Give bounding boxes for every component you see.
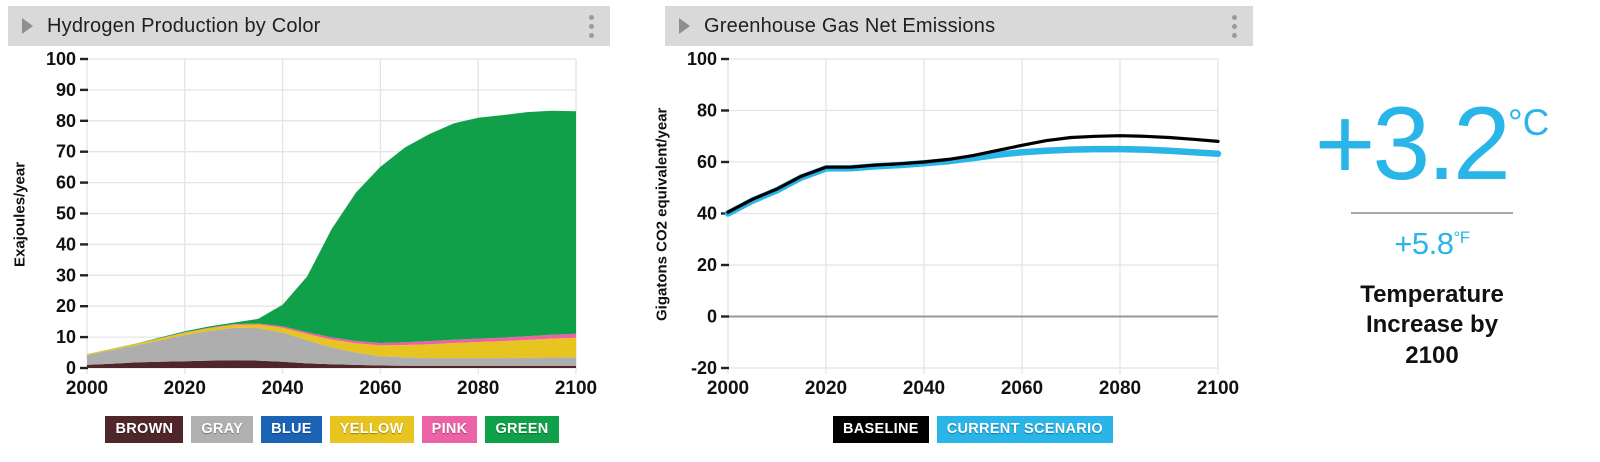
y-tick-label: 20 bbox=[56, 296, 76, 316]
legend-chip-blue: BLUE bbox=[261, 416, 322, 443]
legend-chip-yellow: YELLOW bbox=[329, 416, 414, 443]
temperature-celsius: +3.2°C bbox=[1282, 92, 1582, 196]
hydrogen-panel-header[interactable]: Hydrogen Production by Color bbox=[8, 6, 610, 46]
hydrogen-legend: BROWN GRAY BLUE YELLOW PINK GREEN bbox=[87, 416, 577, 443]
expand-arrow-icon[interactable] bbox=[22, 18, 33, 34]
y-tick-label: 0 bbox=[707, 307, 717, 327]
y-tick-label: 60 bbox=[56, 173, 76, 193]
y-tick-label: 90 bbox=[56, 80, 76, 100]
y-tick-label: 20 bbox=[697, 255, 717, 275]
emissions-legend: BASELINE CURRENT SCENARIO bbox=[728, 416, 1218, 443]
temperature-fahrenheit-value: +5.8 bbox=[1394, 225, 1454, 261]
legend-chip-brown: BROWN bbox=[105, 416, 184, 443]
x-tick-label: 2100 bbox=[555, 378, 597, 399]
line-current-scenario bbox=[724, 145, 1222, 217]
temperature-divider bbox=[1351, 211, 1513, 214]
emissions-panel-header[interactable]: Greenhouse Gas Net Emissions bbox=[665, 6, 1253, 46]
y-tick-label: 70 bbox=[56, 142, 76, 162]
hydrogen-y-axis-label: Exajoules/year bbox=[11, 161, 29, 267]
line-baseline bbox=[726, 134, 1220, 214]
legend-chip-baseline: BASELINE bbox=[833, 416, 929, 443]
emissions-panel-title: Greenhouse Gas Net Emissions bbox=[704, 14, 996, 37]
expand-arrow-icon[interactable] bbox=[679, 18, 690, 34]
x-tick-label: 2000 bbox=[66, 378, 108, 399]
y-tick-label: 30 bbox=[56, 265, 76, 285]
y-tick-label: 100 bbox=[46, 49, 76, 69]
legend-chip-pink: PINK bbox=[421, 416, 478, 443]
fahrenheit-unit: °F bbox=[1453, 227, 1471, 247]
x-tick-label: 2040 bbox=[261, 378, 303, 399]
temperature-fahrenheit: +5.8°F bbox=[1282, 226, 1582, 262]
area-brown bbox=[87, 360, 576, 368]
y-tick-label: 40 bbox=[56, 234, 76, 254]
area-green bbox=[87, 110, 576, 355]
x-tick-label: 2020 bbox=[805, 378, 847, 399]
hydrogen-panel-title: Hydrogen Production by Color bbox=[47, 14, 321, 37]
kebab-menu-icon[interactable] bbox=[578, 6, 604, 46]
x-tick-label: 2080 bbox=[457, 378, 499, 399]
legend-chip-gray: GRAY bbox=[191, 416, 254, 443]
area-yellow bbox=[87, 324, 576, 359]
kebab-menu-icon[interactable] bbox=[1221, 6, 1247, 46]
y-tick-label: 100 bbox=[687, 49, 717, 69]
y-tick-label: 10 bbox=[56, 327, 76, 347]
x-tick-label: 2060 bbox=[359, 378, 401, 399]
celsius-unit: °C bbox=[1507, 102, 1550, 143]
legend-chip-green: GREEN bbox=[485, 416, 559, 443]
legend-chip-current-scenario: CURRENT SCENARIO bbox=[936, 416, 1113, 443]
y-tick-label: 40 bbox=[697, 204, 717, 224]
y-tick-label: 80 bbox=[56, 111, 76, 131]
x-tick-label: 2040 bbox=[903, 378, 945, 399]
y-tick-label: 0 bbox=[66, 358, 76, 378]
area-pink bbox=[87, 323, 576, 355]
x-tick-label: 2080 bbox=[1099, 378, 1141, 399]
hydrogen-production-chart[interactable]: 0 10 20 30 40 50 60 70 80 90 100 2000 2020 2040 2060 20… bbox=[0, 0, 620, 410]
area-gray bbox=[87, 327, 576, 366]
x-tick-label: 2020 bbox=[164, 378, 206, 399]
y-tick-label: 50 bbox=[56, 204, 76, 224]
y-tick-label: 80 bbox=[697, 101, 717, 121]
emissions-y-axis-label: Gigatons CO2 equivalent/year bbox=[653, 107, 671, 321]
temperature-readout: +3.2°C +5.8°F Temperature Increase by 21… bbox=[1282, 92, 1582, 371]
x-tick-label: 2100 bbox=[1197, 378, 1239, 399]
x-tick-label: 2000 bbox=[707, 378, 749, 399]
y-tick-label: -20 bbox=[691, 358, 717, 378]
y-tick-label: 60 bbox=[697, 152, 717, 172]
x-tick-label: 2060 bbox=[1001, 378, 1043, 399]
temperature-caption: Temperature Increase by 2100 bbox=[1360, 280, 1504, 369]
temperature-celsius-value: +3.2 bbox=[1314, 86, 1511, 202]
